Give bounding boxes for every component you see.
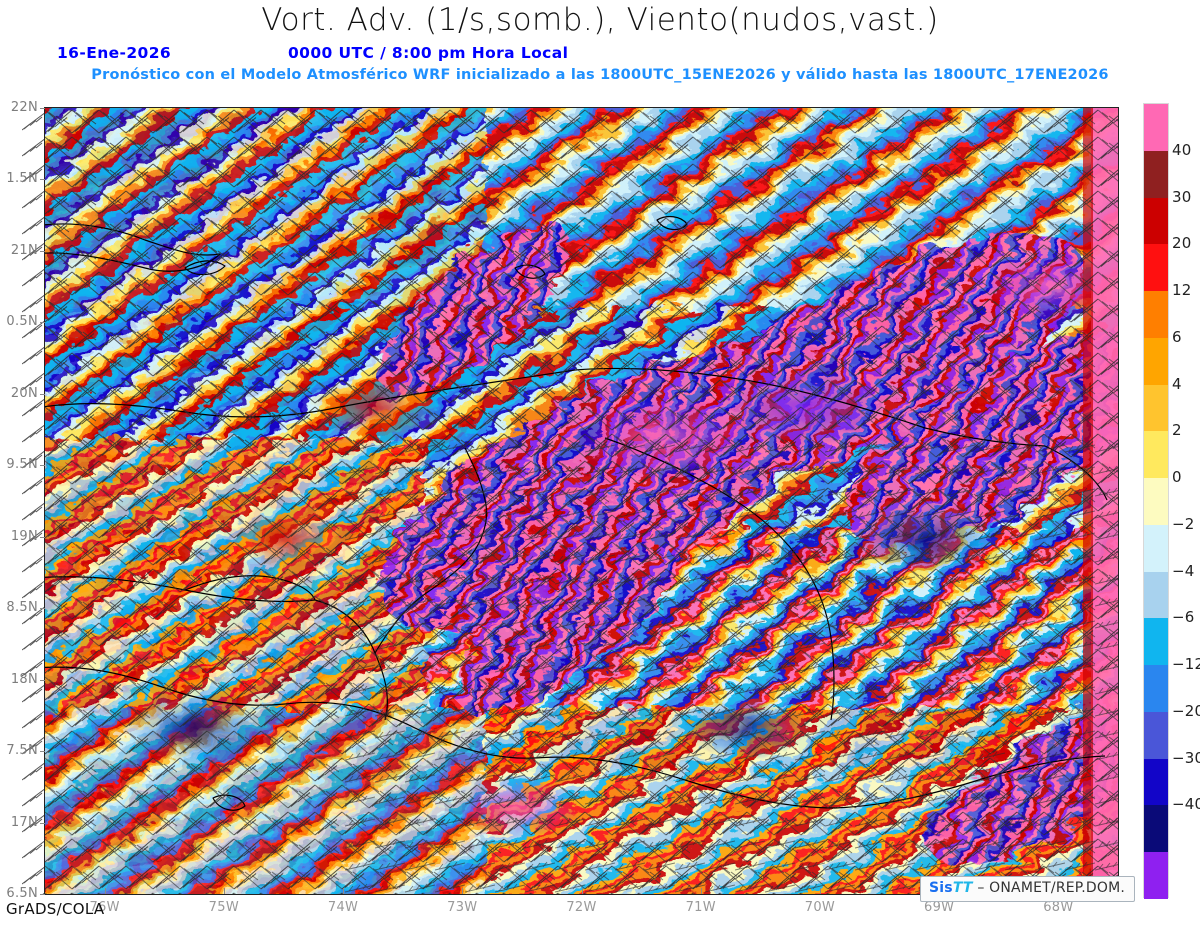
y-axis-tick bbox=[40, 751, 45, 753]
colorbar-tick-label: −4 bbox=[1172, 561, 1195, 580]
colorbar-tick-label: −40 bbox=[1172, 795, 1200, 814]
colorbar[interactable] bbox=[1143, 103, 1169, 899]
x-axis-label: 75W bbox=[208, 900, 239, 915]
colorbar-tick-label: 2 bbox=[1172, 421, 1182, 440]
y-axis-tick bbox=[40, 608, 45, 610]
colorbar-segment bbox=[1144, 337, 1168, 385]
colorbar-segment bbox=[1144, 291, 1168, 338]
colorbar-tick-label: 6 bbox=[1172, 327, 1182, 346]
y-axis-label: 1.5N bbox=[6, 171, 38, 187]
colorbar-segment bbox=[1144, 711, 1168, 759]
y-axis-tick bbox=[40, 322, 45, 324]
y-axis-label: 21N bbox=[10, 242, 38, 258]
y-axis-label: 8.5N bbox=[6, 600, 38, 616]
badge-sis-text: Sis bbox=[929, 880, 953, 896]
y-axis-label: 9.5N bbox=[6, 457, 38, 473]
y-axis-tick bbox=[40, 679, 45, 681]
colorbar-segment bbox=[1144, 571, 1168, 619]
subtitle-row: 16-Ene-2026 0000 UTC / 8:00 pm Hora Loca… bbox=[0, 44, 1200, 64]
y-axis-label: 6.5N bbox=[6, 886, 38, 901]
colorbar-segment bbox=[1144, 150, 1168, 198]
colorbar-segment bbox=[1144, 852, 1168, 899]
x-axis-label: 72W bbox=[566, 900, 597, 915]
y-axis-tick bbox=[40, 465, 45, 467]
colorbar-segment bbox=[1144, 384, 1168, 432]
forecast-date: 16-Ene-2026 bbox=[57, 44, 172, 62]
x-axis-label: 74W bbox=[327, 900, 359, 915]
colorbar-tick-label: −20 bbox=[1172, 701, 1200, 720]
colorbar-segment bbox=[1144, 197, 1168, 245]
colorbar-tick-label: 20 bbox=[1172, 234, 1192, 253]
colorbar-segment bbox=[1144, 244, 1168, 291]
badge-agency-text: – ONAMET/REP.DOM. bbox=[977, 880, 1126, 896]
colorbar-tick-label: 40 bbox=[1172, 140, 1192, 159]
badge-tt-text: TT bbox=[952, 880, 973, 896]
wind-barb-gutter bbox=[22, 108, 46, 894]
colorbar-segment bbox=[1144, 805, 1168, 852]
x-axis-label: 71W bbox=[685, 900, 716, 915]
weather-map-plot[interactable] bbox=[45, 108, 1118, 894]
colorbar-segment bbox=[1144, 104, 1168, 151]
x-axis-label: 69W bbox=[924, 900, 955, 915]
colorbar-tick-label: −2 bbox=[1172, 514, 1195, 533]
colorbar-segment bbox=[1144, 758, 1168, 806]
gutter-barbs bbox=[22, 108, 46, 894]
x-axis-tick bbox=[223, 888, 225, 894]
x-axis-tick bbox=[819, 888, 821, 894]
colorbar-tick-label: 30 bbox=[1172, 187, 1192, 206]
x-axis-tick bbox=[462, 888, 464, 894]
colorbar-tick-label: 12 bbox=[1172, 281, 1192, 300]
y-axis-label: 18N bbox=[10, 671, 38, 687]
x-axis-tick bbox=[104, 888, 106, 894]
y-axis-tick bbox=[40, 894, 45, 895]
y-axis-label: 20N bbox=[10, 385, 38, 401]
y-axis-label: 17N bbox=[10, 814, 38, 830]
x-axis-tick bbox=[581, 888, 583, 894]
colorbar-segment bbox=[1144, 618, 1168, 665]
y-axis-tick bbox=[40, 393, 45, 395]
x-axis-label: 68W bbox=[1043, 900, 1074, 915]
y-axis-tick bbox=[40, 536, 45, 538]
colorbar-tick-label: 0 bbox=[1172, 468, 1182, 487]
colorbar-segment bbox=[1144, 665, 1168, 712]
y-axis-tick bbox=[40, 108, 45, 109]
y-axis-tick bbox=[40, 179, 45, 181]
x-axis-label: 70W bbox=[804, 900, 836, 915]
colorbar-segment bbox=[1144, 431, 1168, 478]
colorbar-segment bbox=[1144, 524, 1168, 572]
colorbar-tick-label: 4 bbox=[1172, 374, 1182, 393]
x-axis-label: 73W bbox=[447, 900, 478, 915]
y-axis-label: 22N bbox=[10, 100, 38, 115]
grads-credit: GrADS/COLA bbox=[6, 900, 105, 918]
y-axis-label: 19N bbox=[10, 528, 38, 544]
colorbar-tick-label: −6 bbox=[1172, 608, 1195, 627]
onamet-logo-badge: SisTT – ONAMET/REP.DOM. bbox=[920, 876, 1136, 902]
colorbar-segment bbox=[1144, 478, 1168, 525]
y-axis-label: 0.5N bbox=[6, 314, 38, 330]
page-title: Vort. Adv. (1/s,somb.), Viento(nudos,vas… bbox=[261, 2, 939, 38]
y-axis-tick bbox=[40, 250, 45, 252]
x-axis-tick bbox=[700, 888, 702, 894]
x-axis-label: 76W bbox=[89, 900, 120, 915]
forecast-note: Pronóstico con el Modelo Atmosférico WRF… bbox=[91, 67, 1109, 83]
colorbar-tick-label: −12 bbox=[1172, 655, 1200, 674]
x-axis-tick bbox=[343, 888, 345, 894]
y-axis-label: 7.5N bbox=[6, 743, 38, 759]
y-axis-tick bbox=[40, 822, 45, 824]
wind-barb-overlay bbox=[45, 108, 1118, 894]
forecast-time: 0000 UTC / 8:00 pm Hora Local bbox=[288, 44, 569, 62]
colorbar-tick-label: −30 bbox=[1172, 748, 1200, 767]
